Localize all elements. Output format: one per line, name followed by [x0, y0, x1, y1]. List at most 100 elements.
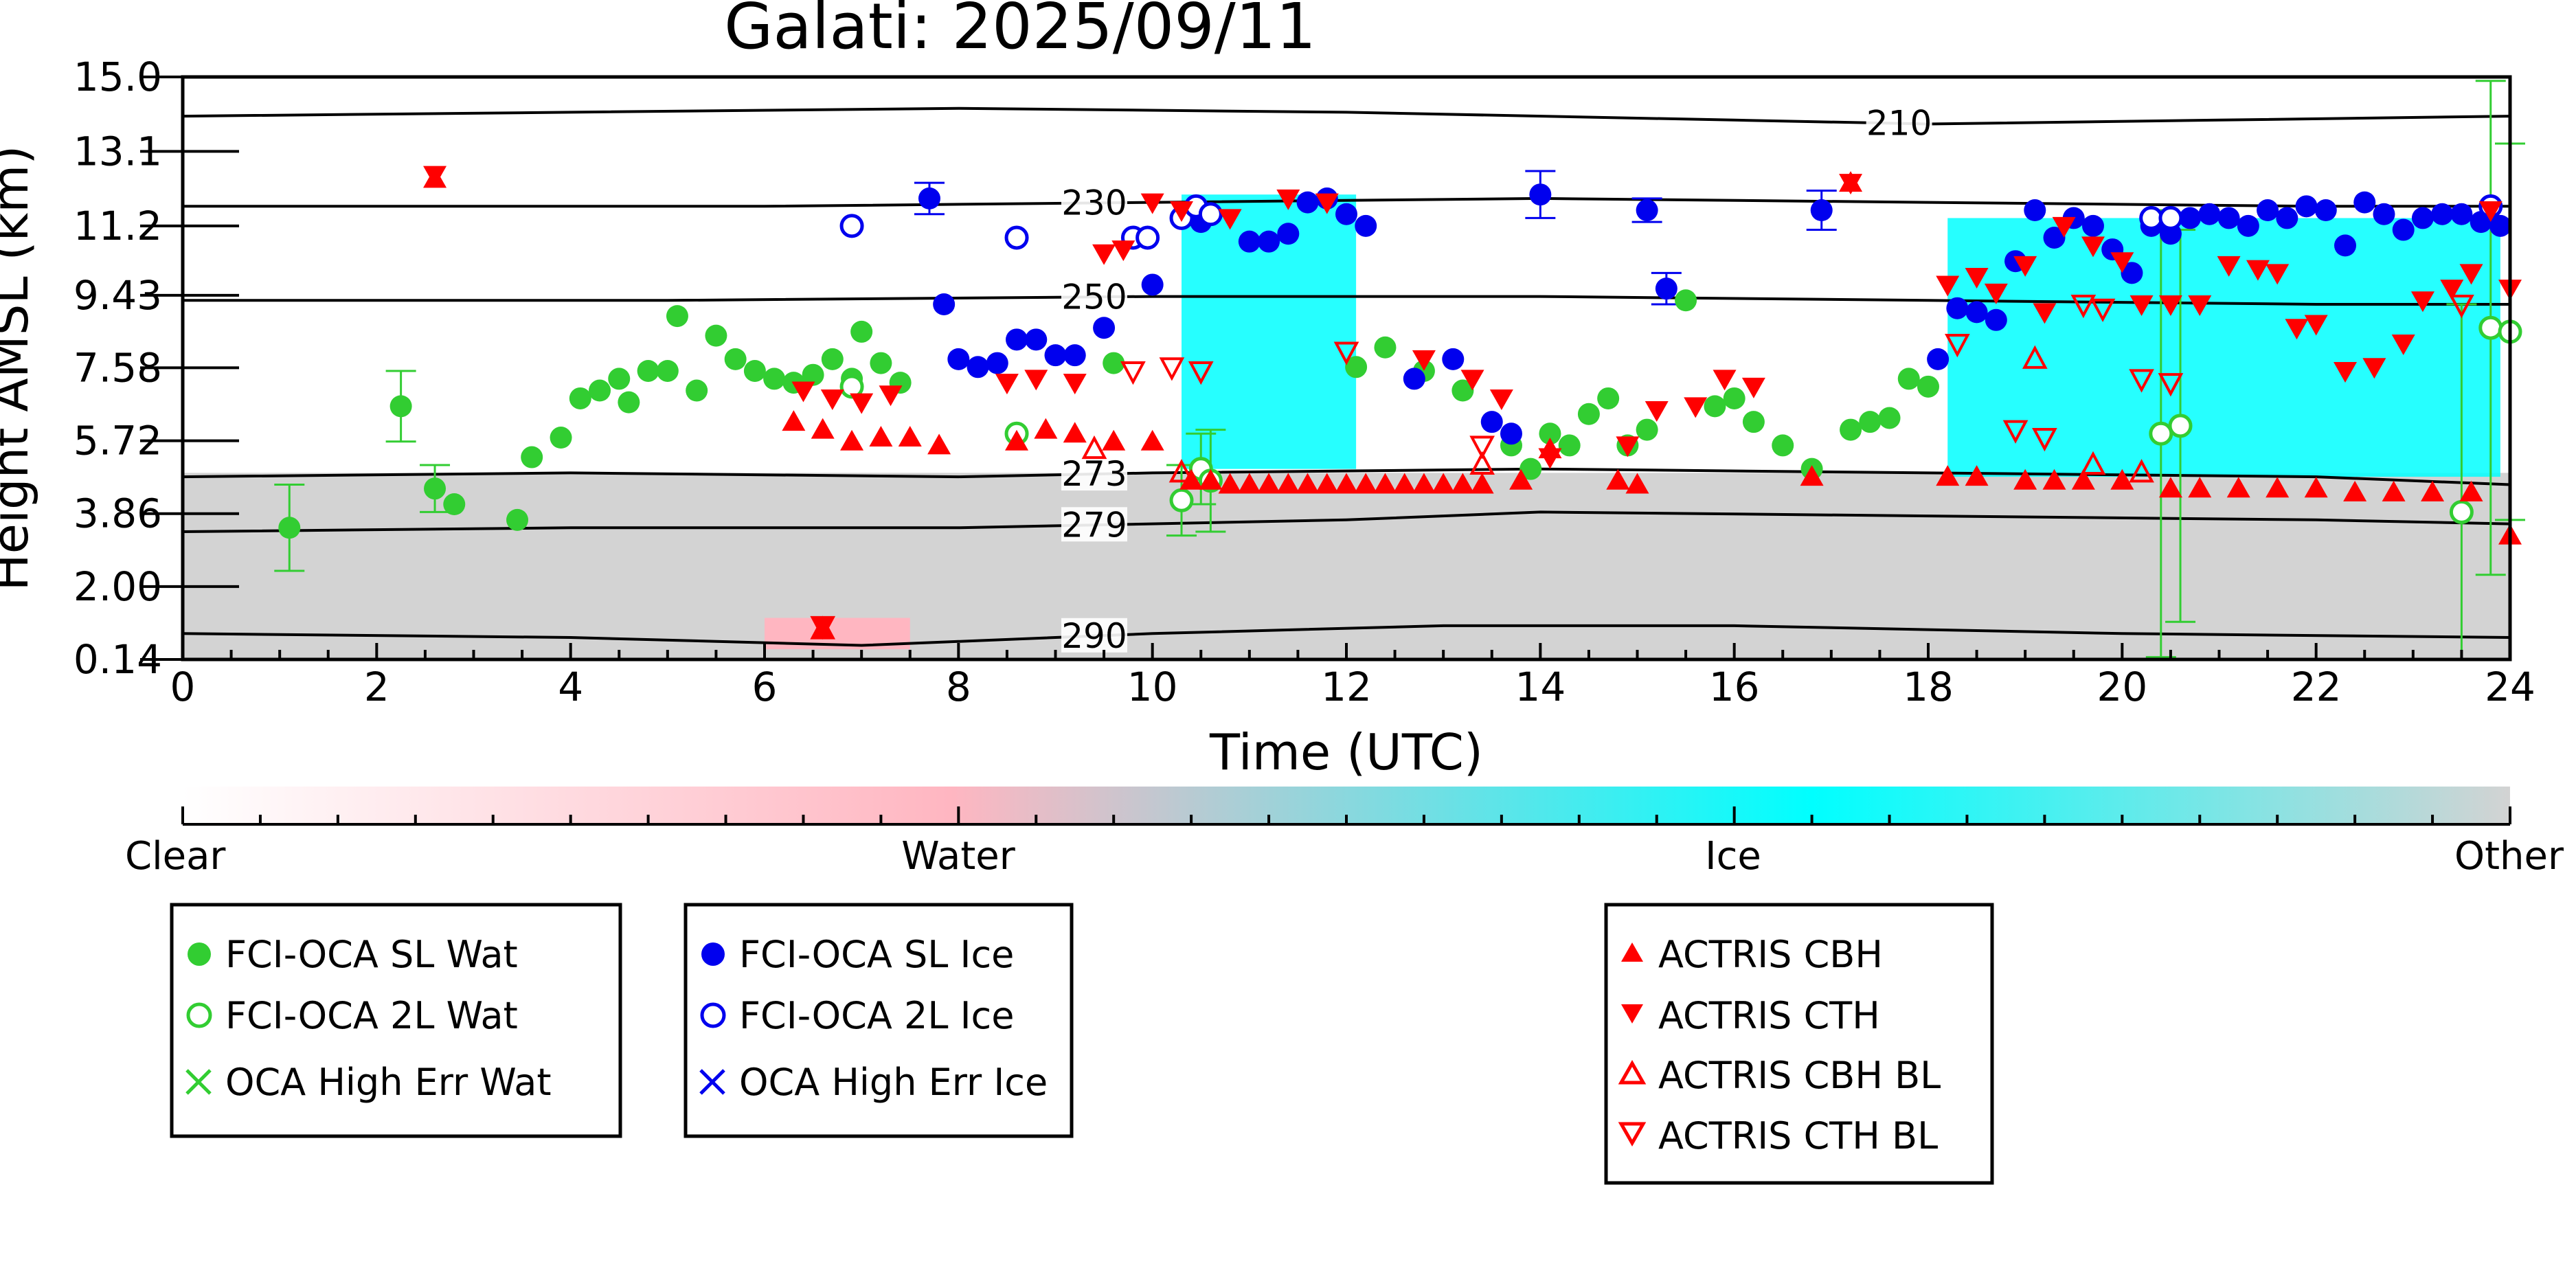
- data-point: [1081, 435, 1107, 460]
- data-point: [1335, 203, 1357, 225]
- data-point: [1103, 352, 1125, 374]
- data-point: [1063, 422, 1087, 443]
- data-point: [1188, 361, 1214, 385]
- data-point: [1044, 344, 1067, 367]
- data-point: [2314, 199, 2337, 222]
- data-point: [2411, 207, 2434, 229]
- x-tick-label: 10: [1127, 664, 1178, 710]
- legend-entry: FCI-OCA SL Wat: [225, 933, 518, 976]
- data-point: [2449, 294, 2474, 319]
- data-point: [927, 433, 951, 455]
- data-point: [1403, 368, 1425, 390]
- data-point: [1063, 374, 1087, 395]
- y-tick-label: 0.14: [74, 636, 162, 683]
- data-point: [2478, 201, 2502, 223]
- legend-water: FCI-OCA SL Wat FCI-OCA 2L Wat OCA High E…: [170, 903, 622, 1138]
- data-point: [2168, 414, 2193, 438]
- data-point: [933, 293, 956, 315]
- data-point: [1218, 209, 1242, 230]
- data-point: [424, 477, 447, 500]
- data-point: [1897, 368, 1920, 390]
- colorbar-label-ice: Ice: [1705, 834, 1761, 879]
- data-point: [1965, 301, 1988, 324]
- data-point: [2334, 361, 2358, 383]
- data-point: [1354, 473, 1378, 494]
- data-point: [1442, 348, 1465, 370]
- data-point: [724, 348, 747, 370]
- data-point: [2052, 216, 2076, 238]
- data-point: [2266, 477, 2290, 498]
- data-point: [947, 348, 970, 370]
- data-point: [1597, 387, 1620, 409]
- contour-label: 279: [1061, 505, 1127, 545]
- legend-ice: FCI-OCA SL Ice FCI-OCA 2L Ice OCA High E…: [683, 903, 1074, 1138]
- data-point: [1034, 418, 1058, 439]
- data-point: [2410, 291, 2434, 313]
- data-point: [1723, 387, 1745, 409]
- data-point: [1470, 473, 1494, 494]
- data-point: [1257, 473, 1281, 494]
- legend-entry: FCI-OCA 2L Ice: [739, 994, 1014, 1037]
- contour-line: [183, 106, 2510, 126]
- data-point: [1480, 411, 1503, 433]
- data-point: [870, 352, 892, 374]
- data-point: [1742, 411, 1765, 433]
- data-point: [2246, 260, 2270, 281]
- data-point: [821, 348, 844, 370]
- data-point: [1460, 370, 1484, 391]
- data-point: [389, 395, 412, 418]
- legend-marker-higherr-wat: [185, 1069, 212, 1095]
- data-point: [967, 356, 989, 379]
- y-tick-label: 13.1: [74, 128, 162, 174]
- x-tick-label: 12: [1321, 664, 1372, 710]
- x-axis: 0 2 4 6 8 10 12 14 16 18 20 22 24: [170, 643, 2535, 710]
- data-point: [2450, 203, 2473, 225]
- series-fci-oca-sl-wat: [278, 289, 1939, 539]
- data-point: [2032, 428, 2057, 452]
- data-point: [1345, 356, 1368, 379]
- data-point: [2033, 303, 2057, 324]
- data-point: [1538, 448, 1562, 469]
- legend-entry: FCI-OCA 2L Wat: [225, 994, 518, 1037]
- x-tick-label: 2: [364, 664, 389, 710]
- data-point: [2188, 477, 2212, 498]
- colorbar-label-other: Other: [2454, 834, 2564, 879]
- data-point: [2382, 480, 2406, 501]
- data-point: [1296, 473, 1320, 494]
- data-point: [2459, 264, 2483, 285]
- y-tick-label: 2.00: [74, 563, 162, 610]
- data-point: [1093, 317, 1116, 339]
- data-point: [2392, 218, 2415, 241]
- data-point: [666, 305, 688, 328]
- legend-entry: FCI-OCA SL Ice: [739, 933, 1014, 976]
- data-point: [1469, 436, 1495, 460]
- contour-line: [183, 295, 2510, 306]
- data-point: [1120, 361, 1146, 385]
- contour-label: 230: [1061, 183, 1127, 223]
- data-point: [1625, 473, 1649, 494]
- data-point: [2179, 207, 2202, 229]
- data-point: [1333, 341, 1359, 365]
- x-tick-label: 0: [170, 664, 196, 710]
- data-point: [1140, 193, 1164, 214]
- data-point: [656, 359, 679, 382]
- data-point: [879, 385, 903, 407]
- data-point: [1025, 328, 1048, 351]
- data-point: [2343, 480, 2367, 501]
- contour-line: [183, 510, 2510, 533]
- data-point: [1024, 370, 1048, 391]
- data-point: [1810, 199, 1833, 222]
- y-axis: 0.14 2.00 3.86 5.72 7.58 9.43 11.2 13.1 15.0: [74, 54, 239, 683]
- data-point: [2391, 335, 2415, 356]
- data-point: [2431, 203, 2454, 225]
- data-point: [1636, 199, 1658, 222]
- data-point: [1218, 473, 1242, 494]
- data-point: [2362, 358, 2386, 379]
- data-point: [1500, 422, 1522, 445]
- data-point: [2024, 199, 2046, 222]
- series-actris-cbh: [423, 167, 2522, 639]
- data-point: [986, 352, 1008, 374]
- data-point: [705, 324, 727, 347]
- data-point: [1168, 459, 1195, 483]
- data-point: [1198, 202, 1223, 227]
